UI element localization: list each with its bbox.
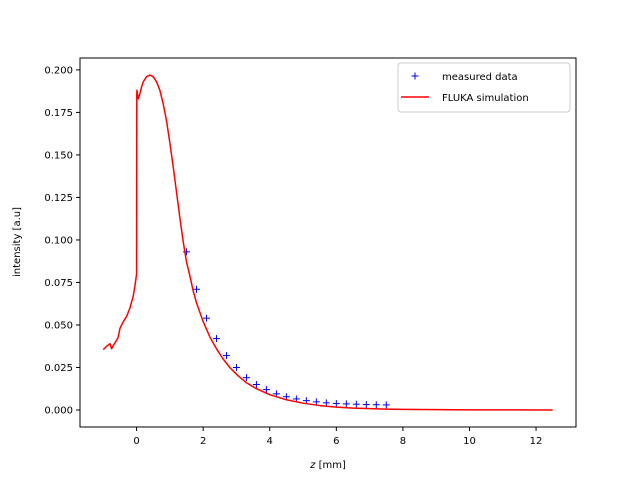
data-point-measured	[372, 401, 380, 409]
x-tick-label: 0	[133, 436, 139, 447]
x-tick-label: 4	[267, 436, 273, 447]
x-axis-unit: [mm]	[315, 460, 346, 471]
data-point-measured	[322, 399, 330, 407]
x-tick-label: 8	[400, 436, 406, 447]
axes-frame	[79, 57, 577, 428]
y-tick-label: 0.025	[44, 363, 73, 374]
data-point-measured	[202, 314, 210, 322]
data-point-measured	[232, 363, 240, 371]
y-tick-label: 0.175	[44, 108, 73, 119]
legend-marker-measured	[411, 72, 419, 80]
ticks: 0 2 4 6 8 10 12 0.000 0.025 0.050 0.075 0.100 0.125 0…	[44, 65, 542, 447]
y-tick-label: 0.200	[44, 65, 73, 76]
y-tick-label: 0.150	[44, 150, 73, 161]
data-point-measured	[193, 285, 201, 293]
y-tick-label: 0.000	[44, 405, 73, 416]
y-tick-label: 0.075	[44, 278, 73, 289]
data-point-measured	[382, 401, 390, 409]
y-tick-label: 0.050	[44, 320, 73, 331]
data-point-measured	[332, 400, 340, 408]
legend-label-fluka: FLUKA simulation	[442, 93, 529, 104]
y-tick-label: 0.125	[44, 193, 73, 204]
data-point-measured	[362, 401, 370, 409]
plot-area	[102, 74, 553, 411]
data-point-measured	[262, 386, 270, 394]
x-tick-label: 10	[463, 436, 476, 447]
y-tick-label: 0.100	[44, 235, 73, 246]
data-point-measured	[242, 374, 250, 382]
y-axis-label: intensity [a.u]	[12, 207, 23, 277]
data-point-measured	[342, 400, 350, 408]
legend: measured data FLUKA simulation	[397, 62, 571, 113]
data-point-measured	[352, 400, 360, 408]
x-tick-label: 6	[333, 436, 339, 447]
data-point-measured	[252, 380, 260, 388]
series-line-fluka-simulation	[102, 74, 553, 411]
x-tick-label: 2	[200, 436, 206, 447]
data-point-measured	[212, 335, 220, 343]
x-tick-label: 12	[530, 436, 543, 447]
data-point-measured	[312, 398, 320, 406]
x-axis-label: z [mm]	[309, 460, 346, 471]
legend-box	[397, 62, 571, 113]
data-point-measured	[222, 352, 230, 360]
x-axis-variable: z	[309, 460, 316, 471]
legend-label-measured: measured data	[442, 72, 518, 83]
